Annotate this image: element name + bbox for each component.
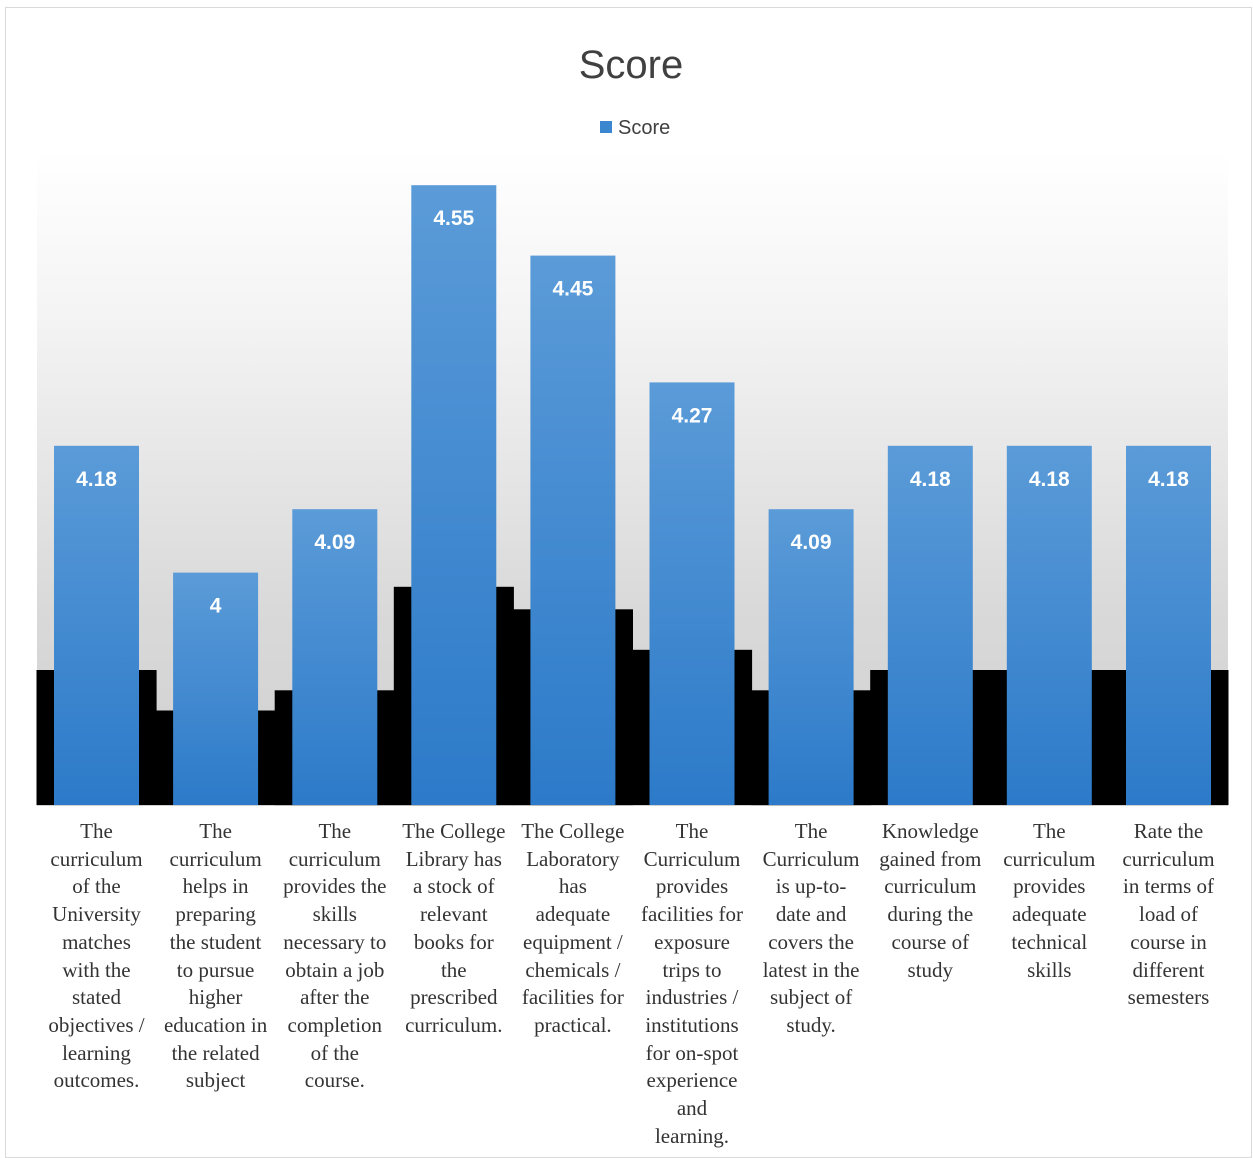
bar-1 [54, 445, 139, 805]
data-label-1: 4.18 [76, 468, 117, 491]
data-label-10: 4.18 [1148, 468, 1189, 491]
bar-7 [768, 509, 854, 805]
data-label-6: 4.27 [672, 404, 713, 427]
bar-8 [887, 445, 973, 805]
bar-layer [54, 185, 1211, 806]
bar-10 [1126, 445, 1211, 805]
chart-legend: Score [600, 117, 670, 139]
data-label-3: 4.09 [314, 531, 355, 554]
data-label-9: 4.18 [1029, 468, 1070, 491]
chart-title: Score [579, 43, 684, 87]
data-label-4: 4.55 [433, 207, 474, 230]
bar-3 [292, 509, 378, 805]
data-label-2: 4 [210, 595, 222, 618]
bar-9 [1006, 445, 1092, 805]
bar-5 [530, 255, 616, 806]
data-label-layer: 4.18 4 4.09 4.55 4.45 4.27 4.09 4.18 4.18 4.18 [76, 207, 1189, 617]
bar-6 [649, 382, 735, 805]
bar-4 [411, 185, 497, 805]
data-label-5: 4.45 [552, 278, 593, 301]
legend-swatch-score [600, 121, 612, 133]
data-label-7: 4.09 [791, 531, 832, 554]
legend-entry-score: Score [618, 117, 670, 139]
bar-2 [173, 572, 259, 805]
data-label-8: 4.18 [910, 468, 951, 491]
